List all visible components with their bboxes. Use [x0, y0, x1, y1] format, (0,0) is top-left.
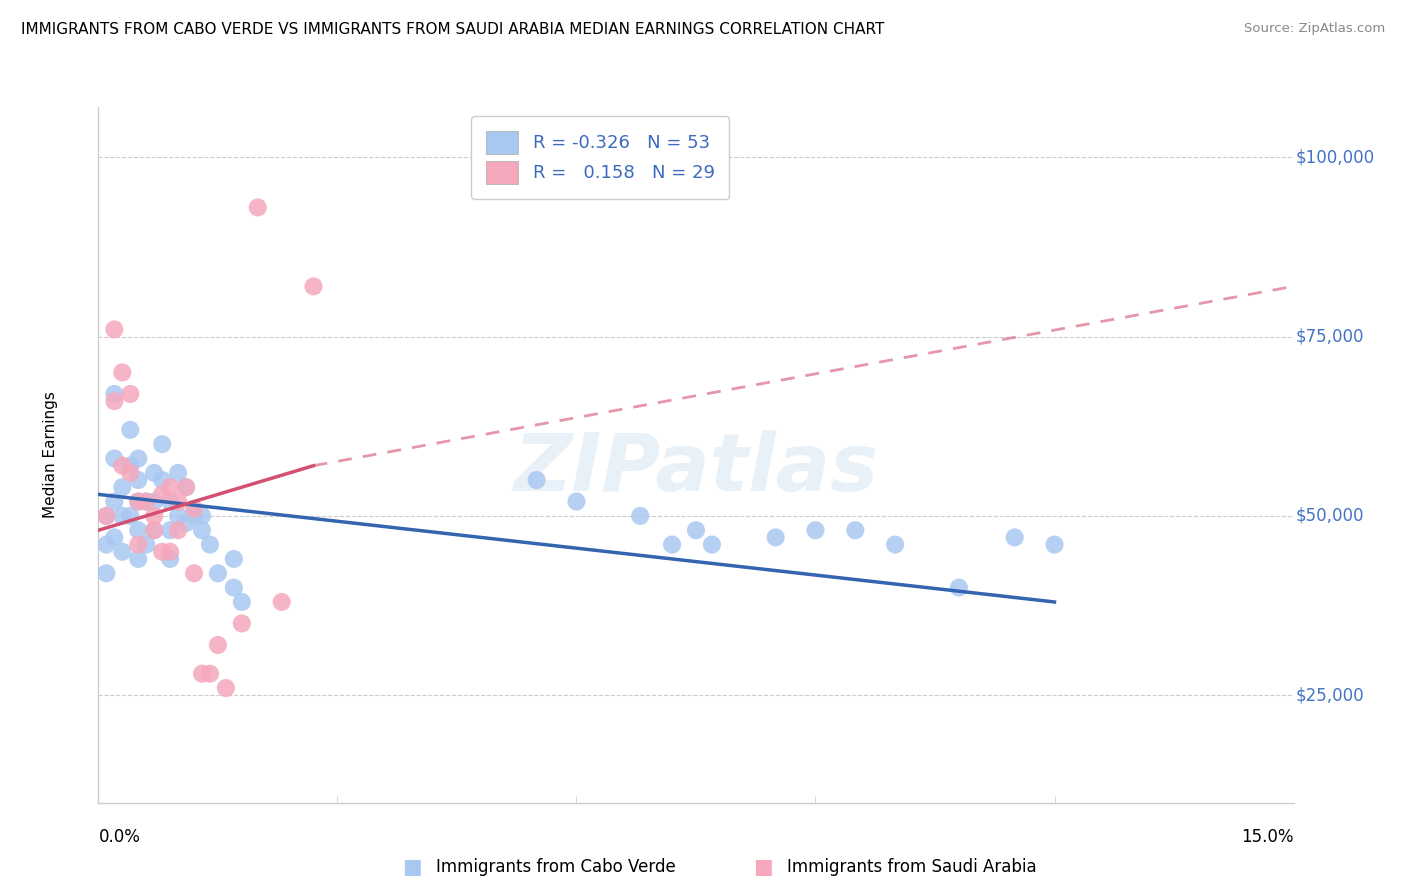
Point — [127, 538, 149, 552]
Point — [103, 530, 125, 544]
Point — [159, 523, 181, 537]
Point — [127, 494, 149, 508]
Point — [143, 466, 166, 480]
Point — [159, 552, 181, 566]
Point — [111, 545, 134, 559]
Point — [231, 616, 253, 631]
Point — [150, 487, 173, 501]
Text: Median Earnings: Median Earnings — [44, 392, 58, 518]
Point — [167, 508, 190, 523]
Point — [143, 508, 166, 523]
Text: $50,000: $50,000 — [1296, 507, 1364, 524]
Text: $100,000: $100,000 — [1296, 148, 1375, 166]
Point — [120, 458, 142, 473]
Text: IMMIGRANTS FROM CABO VERDE VS IMMIGRANTS FROM SAUDI ARABIA MEDIAN EARNINGS CORRE: IMMIGRANTS FROM CABO VERDE VS IMMIGRANTS… — [21, 22, 884, 37]
Point — [96, 538, 118, 552]
Point — [135, 494, 157, 508]
Point — [150, 437, 173, 451]
Point — [167, 523, 190, 537]
Point — [127, 494, 149, 508]
Point — [143, 523, 166, 537]
Point — [198, 666, 221, 681]
Point — [159, 494, 181, 508]
Point — [1043, 538, 1066, 552]
Point — [198, 538, 221, 552]
Text: 0.0%: 0.0% — [98, 828, 141, 846]
Point — [207, 566, 229, 581]
Point — [159, 545, 181, 559]
Point — [183, 566, 205, 581]
Point — [222, 552, 245, 566]
Point — [628, 508, 651, 523]
Text: ZIPatlas: ZIPatlas — [513, 430, 879, 508]
Point — [103, 387, 125, 401]
Point — [127, 451, 149, 466]
Point — [111, 458, 134, 473]
Point — [661, 538, 683, 552]
Point — [135, 494, 157, 508]
Point — [765, 530, 787, 544]
Point — [884, 538, 907, 552]
Point — [685, 523, 707, 537]
Text: 15.0%: 15.0% — [1241, 828, 1294, 846]
Point — [103, 322, 125, 336]
Point — [302, 279, 325, 293]
Legend: R = -0.326   N = 53, R =   0.158   N = 29: R = -0.326 N = 53, R = 0.158 N = 29 — [471, 116, 730, 199]
Point — [143, 523, 166, 537]
Point — [127, 523, 149, 537]
Point — [111, 508, 134, 523]
Point — [270, 595, 292, 609]
Point — [1004, 530, 1026, 544]
Point — [231, 595, 253, 609]
Point — [150, 473, 173, 487]
Point — [565, 494, 588, 508]
Point — [215, 681, 238, 695]
Point — [246, 201, 269, 215]
Text: Immigrants from Saudi Arabia: Immigrants from Saudi Arabia — [787, 858, 1038, 876]
Point — [183, 508, 205, 523]
Point — [127, 473, 149, 487]
Point — [191, 666, 214, 681]
Point — [174, 516, 197, 530]
Point — [96, 566, 118, 581]
Point — [120, 387, 142, 401]
Point — [120, 466, 142, 480]
Point — [191, 523, 214, 537]
Text: Source: ZipAtlas.com: Source: ZipAtlas.com — [1244, 22, 1385, 36]
Point — [844, 523, 866, 537]
Point — [135, 538, 157, 552]
Point — [183, 501, 205, 516]
Text: $25,000: $25,000 — [1296, 686, 1365, 704]
Point — [143, 494, 166, 508]
Point — [191, 508, 214, 523]
Point — [159, 480, 181, 494]
Point — [111, 480, 134, 494]
Point — [207, 638, 229, 652]
Point — [700, 538, 723, 552]
Point — [120, 508, 142, 523]
Point — [222, 581, 245, 595]
Point — [103, 394, 125, 409]
Point — [174, 480, 197, 494]
Point — [948, 581, 970, 595]
Point — [103, 494, 125, 508]
Point — [804, 523, 827, 537]
Point — [174, 480, 197, 494]
Point — [127, 552, 149, 566]
Point — [96, 508, 118, 523]
Point — [526, 473, 548, 487]
Text: ■: ■ — [754, 857, 773, 877]
Text: Immigrants from Cabo Verde: Immigrants from Cabo Verde — [436, 858, 676, 876]
Point — [111, 366, 134, 380]
Point — [103, 451, 125, 466]
Point — [167, 466, 190, 480]
Point — [120, 423, 142, 437]
Point — [167, 494, 190, 508]
Text: ■: ■ — [402, 857, 422, 877]
Point — [96, 508, 118, 523]
Text: $75,000: $75,000 — [1296, 327, 1364, 345]
Point — [150, 545, 173, 559]
